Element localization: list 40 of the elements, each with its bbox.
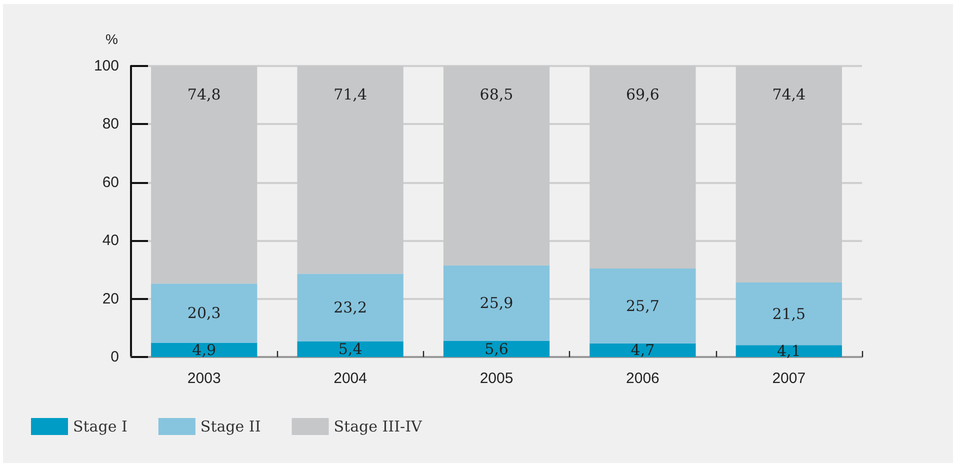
bar: [443, 265, 550, 341]
legend-label: Stage I: [73, 418, 128, 436]
bar: [736, 282, 842, 346]
data-label: 68,5: [480, 86, 514, 104]
x-tick-label: 2006: [626, 370, 660, 387]
data-label: 5,6: [484, 340, 508, 358]
y-tick-label: 100: [94, 58, 119, 74]
x-tick-label: 2007: [772, 370, 806, 387]
bar: [297, 341, 404, 357]
data-label: 74,8: [187, 86, 221, 104]
bar: [590, 343, 696, 357]
data-label: 25,7: [626, 296, 660, 315]
data-label: 4,1: [776, 342, 801, 360]
y-tick-label: 60: [102, 174, 119, 191]
x-tick-label: 2003: [187, 370, 221, 387]
x-tick-label: 2005: [480, 370, 514, 387]
y-tick-label: 20: [102, 290, 119, 308]
data-label: 69,6: [626, 86, 660, 104]
data-label: 23,2: [334, 298, 368, 317]
data-label: 21,5: [772, 304, 806, 323]
y-tick-label: 0: [110, 348, 119, 366]
bar: [151, 284, 258, 343]
x-tick-label: 2004: [334, 370, 367, 387]
data-label: 20,3: [187, 304, 221, 322]
data-label: 71,4: [334, 86, 368, 104]
bar: [297, 274, 404, 342]
data-label: 4,7: [630, 341, 655, 360]
legend-label: Stage II: [200, 418, 261, 436]
data-label: 4,9: [192, 340, 216, 359]
bar: [736, 345, 842, 357]
bar: [443, 340, 550, 357]
y-tick-label: 40: [102, 232, 119, 250]
data-label: 74,4: [772, 86, 806, 104]
data-label: 25,9: [480, 294, 514, 312]
bar: [151, 342, 258, 357]
bar: [590, 268, 696, 344]
data-label: 5,4: [338, 340, 362, 358]
y-tick-label: 80: [102, 116, 119, 133]
y-axis-title: %: [106, 31, 118, 47]
legend-label: Stage III-IV: [334, 418, 424, 436]
